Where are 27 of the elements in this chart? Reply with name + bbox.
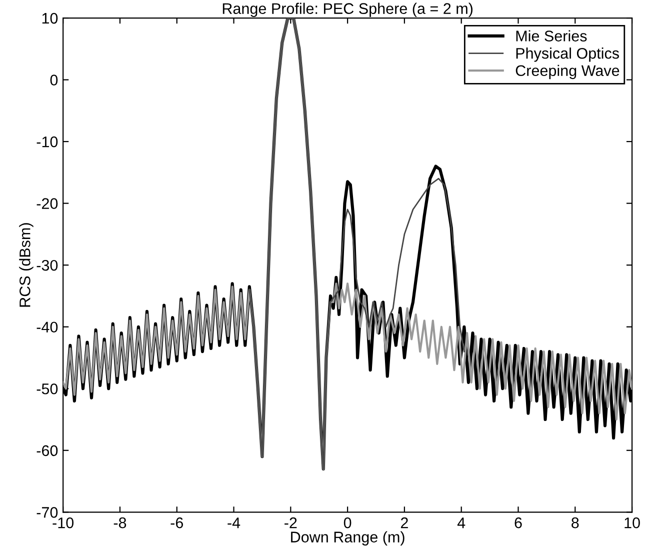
y-tick-label: -70 [36,507,58,518]
x-tick-label: 0 [344,517,352,528]
x-tick-label: 6 [514,517,522,528]
legend-label: Mie Series [516,30,587,42]
y-tick-label: -50 [36,383,58,394]
y-tick-label: -10 [36,136,58,148]
y-tick-label: -40 [36,322,58,333]
x-axis-title: Down Range (m) [291,531,404,546]
y-tick-label: 10 [42,12,58,24]
x-tick-label: -4 [228,518,240,528]
y-tick-label: -30 [36,260,58,271]
legend-label: Physical Optics [516,48,619,62]
x-tick-label: 2 [400,517,408,528]
line-series [248,18,465,470]
x-tick-label: 4 [457,518,466,528]
x-tick-label: -6 [170,517,183,528]
x-tick-label: 8 [572,517,579,528]
legend-label: Creeping Wave [516,64,620,80]
y-axis-title: RCS (dBsm) [19,223,34,307]
x-tick-label: -8 [114,517,126,528]
y-tick-label: 0 [50,74,58,86]
x-tick-label: -10 [52,517,74,528]
y-tick-label: -60 [36,445,58,456]
x-tick-label: 10 [624,517,640,528]
y-tick-label: -20 [36,198,58,210]
chart-title: Range Profile: PEC Sphere (a = 2 m) [222,2,472,18]
x-tick-label: -2 [284,517,297,528]
